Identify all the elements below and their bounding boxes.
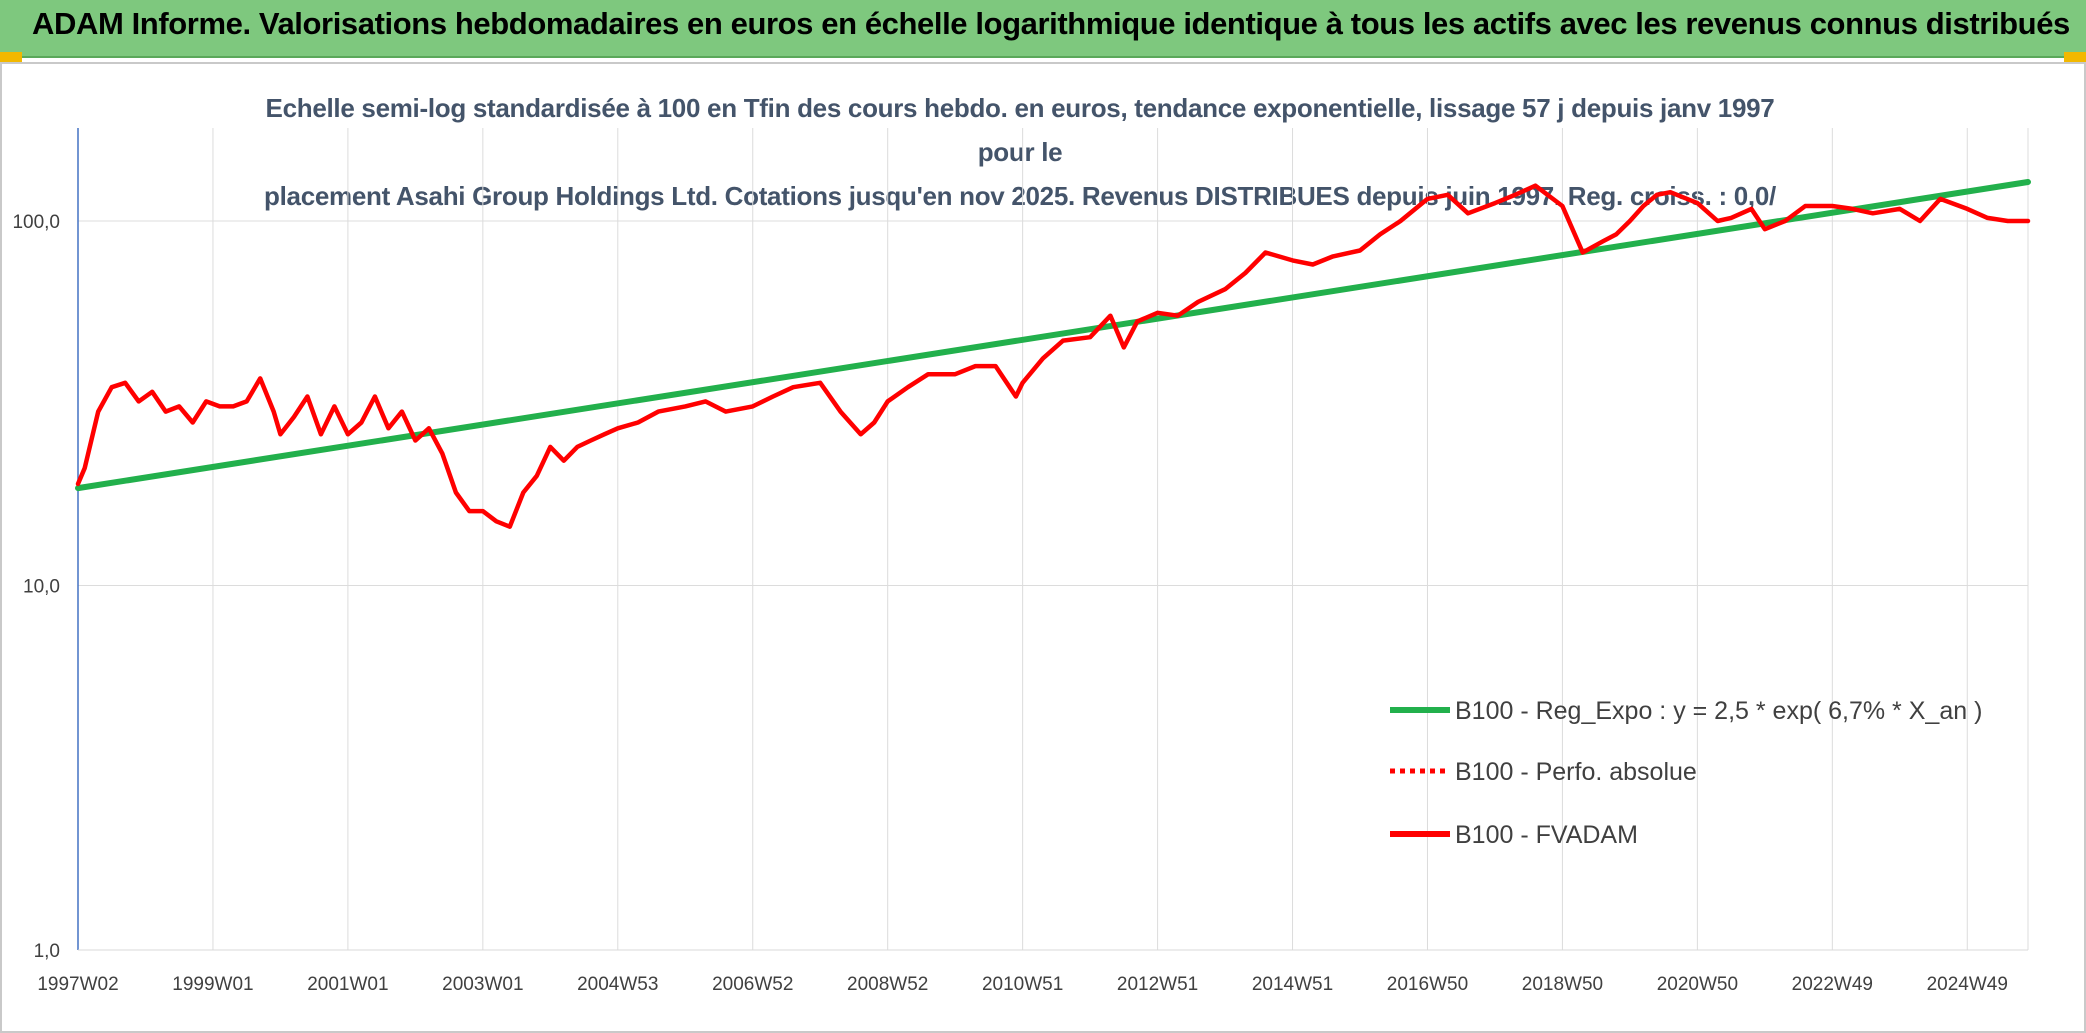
legend-label-reg-expo: B100 - Reg_Expo : y = 2,5 * exp( 6,7% * … (1455, 697, 1982, 725)
x-tick-label: 2016W50 (1387, 974, 1468, 995)
y-tick-labels: 1,0 10,0 100,0 (12, 212, 60, 962)
x-tick-label: 1999W01 (172, 974, 253, 995)
x-tick-label: 2022W49 (1792, 974, 1873, 995)
corner-marker-right (2064, 52, 2086, 64)
vertical-gridlines (77, 128, 2029, 950)
x-tick-label: 2003W01 (442, 974, 523, 995)
y-tick-label: 10,0 (23, 577, 60, 598)
y-tick-label: 1,0 (34, 941, 60, 962)
legend-label-perfo: B100 - Perfo. absolue (1455, 758, 1697, 786)
x-tick-label: 2012W51 (1117, 974, 1198, 995)
report-banner: ADAM Informe. Valorisations hebdomadaire… (0, 0, 2086, 58)
chart-title-line-2: placement Asahi Group Holdings Ltd. Cota… (264, 181, 1776, 211)
legend-label-fvadam: B100 - FVADAM (1455, 821, 1638, 849)
corner-marker-left (0, 52, 22, 64)
x-tick-label: 2010W51 (982, 974, 1063, 995)
x-tick-label: 2008W52 (847, 974, 928, 995)
x-tick-label: 2020W50 (1657, 974, 1738, 995)
report-title: ADAM Informe. Valorisations hebdomadaire… (32, 6, 2070, 41)
series-line-reg-expo (75, 179, 2031, 492)
x-tick-label: 2014W51 (1252, 974, 1333, 995)
series-lines (75, 179, 2031, 529)
chart-title: Echelle semi-log standardisée à 100 en T… (240, 86, 1800, 218)
x-tick-labels: 1997W02 1999W01 2001W01 2003W01 2004W53 2006W… (37, 974, 2008, 995)
x-tick-label: 2004W53 (577, 974, 658, 995)
y-tick-label: 100,0 (12, 212, 60, 233)
x-tick-label: 2006W52 (712, 974, 793, 995)
x-tick-label: 1997W02 (37, 974, 118, 995)
legend: B100 - Reg_Expo : y = 2,5 * exp( 6,7% * … (1390, 697, 1982, 849)
chart-title-line-1: Echelle semi-log standardisée à 100 en T… (265, 93, 1775, 167)
series-line-fvadam (75, 183, 2031, 529)
x-tick-label: 2024W49 (1927, 974, 2008, 995)
horizontal-gridlines (78, 220, 2028, 951)
x-tick-label: 2001W01 (307, 974, 388, 995)
x-tick-label: 2018W50 (1522, 974, 1603, 995)
